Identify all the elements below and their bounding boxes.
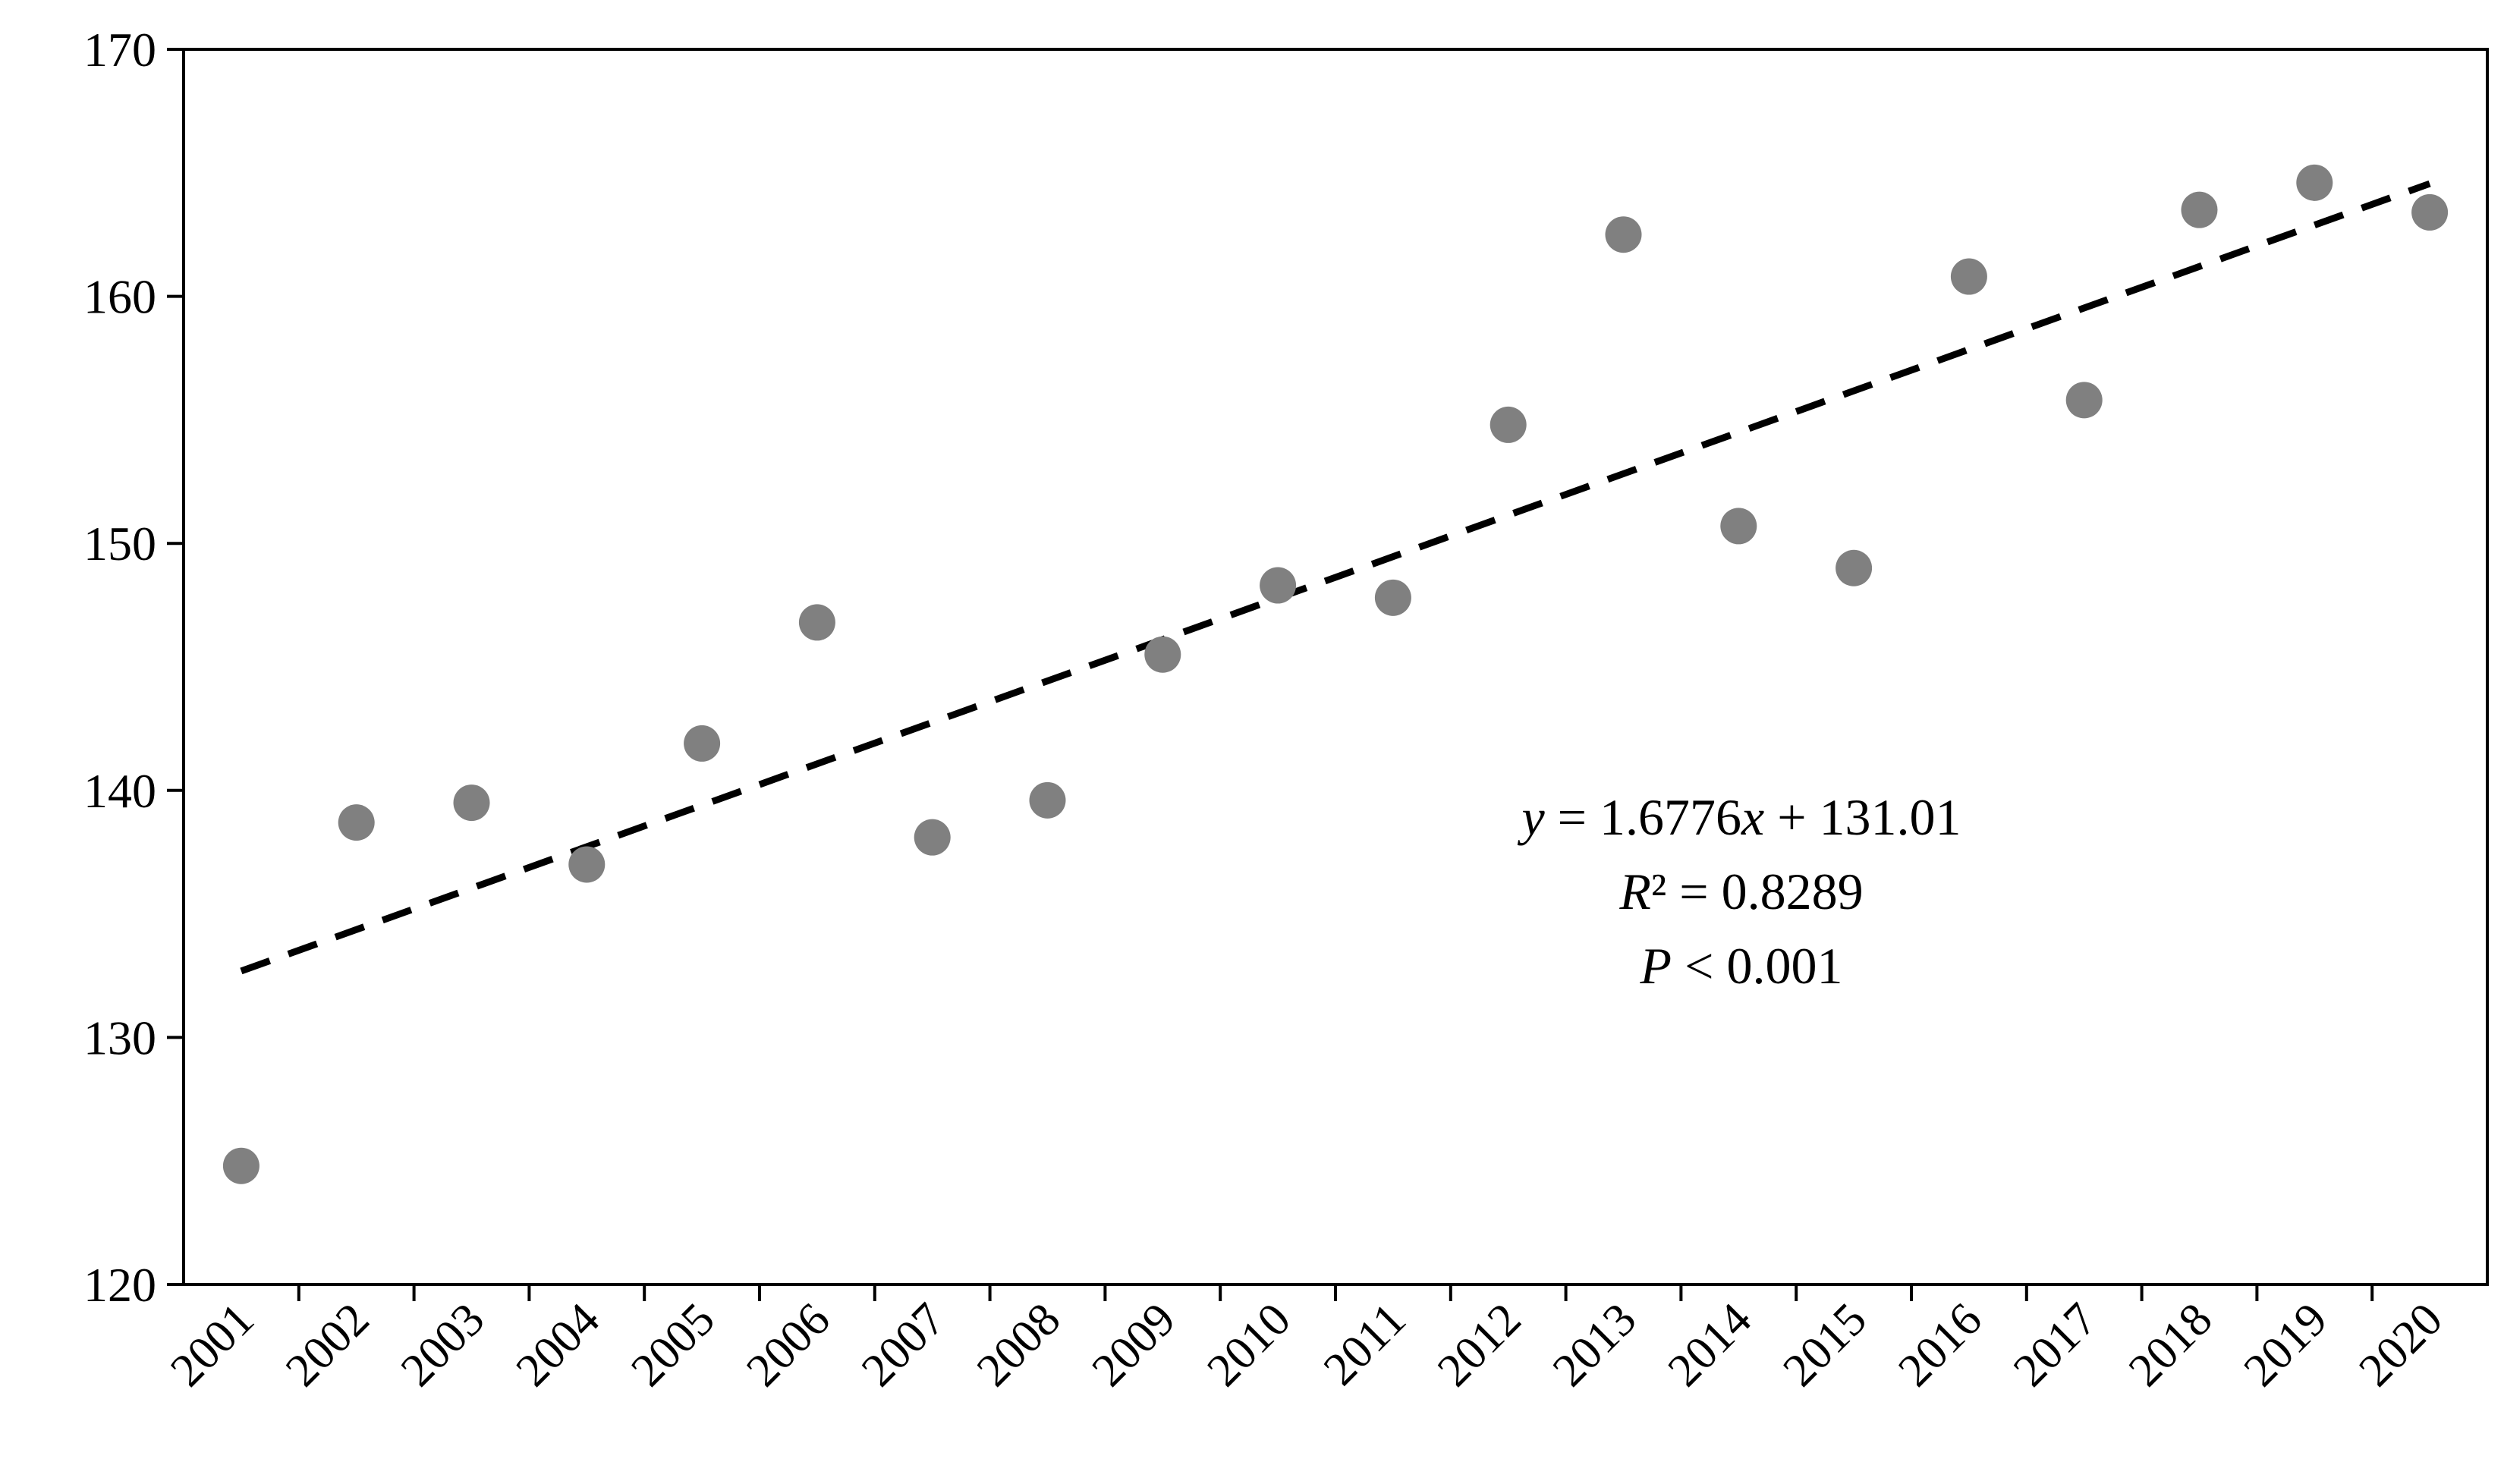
- data-point: [1260, 567, 1297, 604]
- equation-slope: = 1.6776: [1545, 788, 1741, 846]
- p-value: < 0.001: [1672, 937, 1842, 995]
- trendline: [240, 180, 2431, 975]
- data-point: [2065, 382, 2103, 419]
- data-point: [2181, 191, 2218, 228]
- data-point: [914, 819, 951, 856]
- data-points-layer: [222, 164, 2449, 1184]
- p-symbol: P: [1640, 937, 1672, 995]
- data-point: [453, 784, 490, 822]
- data-point: [1950, 258, 1987, 295]
- regression-equation: y = 1.6776x + 131.01: [1517, 788, 1961, 846]
- data-point: [798, 604, 835, 641]
- data-point: [568, 846, 606, 883]
- data-point: [338, 804, 375, 841]
- equation-intercept: + 131.01: [1764, 788, 1961, 846]
- r-squared-label: R² = 0.8289: [1618, 863, 1863, 920]
- data-point: [1490, 406, 1527, 443]
- y-tick-label: 140: [83, 764, 156, 818]
- data-point: [1720, 508, 1757, 545]
- y-tick-label: 120: [83, 1258, 156, 1312]
- data-point: [684, 725, 721, 762]
- data-point: [2411, 193, 2449, 231]
- r-squared-value: ² = 0.8289: [1651, 863, 1864, 920]
- data-point: [1374, 579, 1411, 616]
- data-point: [1144, 636, 1181, 673]
- y-tick-label: 160: [83, 270, 156, 324]
- data-point: [1836, 549, 1873, 586]
- equation-y-symbol: y: [1517, 788, 1545, 846]
- data-point: [1605, 216, 1642, 253]
- r-symbol: R: [1618, 863, 1651, 920]
- p-value-label: P < 0.001: [1640, 937, 1843, 995]
- ticks-layer: [167, 48, 2374, 1301]
- y-tick-label: 130: [83, 1011, 156, 1064]
- equation-x-symbol: x: [1741, 788, 1764, 846]
- data-point: [1029, 781, 1066, 819]
- y-tick-label: 150: [83, 517, 156, 571]
- data-point: [2296, 164, 2333, 201]
- y-tick-label: 170: [83, 23, 156, 77]
- trendline-layer: [240, 180, 2431, 975]
- regression-annotation: y = 1.6776x + 131.01 R² = 0.8289 P < 0.0…: [1517, 788, 1961, 995]
- data-point: [222, 1147, 260, 1184]
